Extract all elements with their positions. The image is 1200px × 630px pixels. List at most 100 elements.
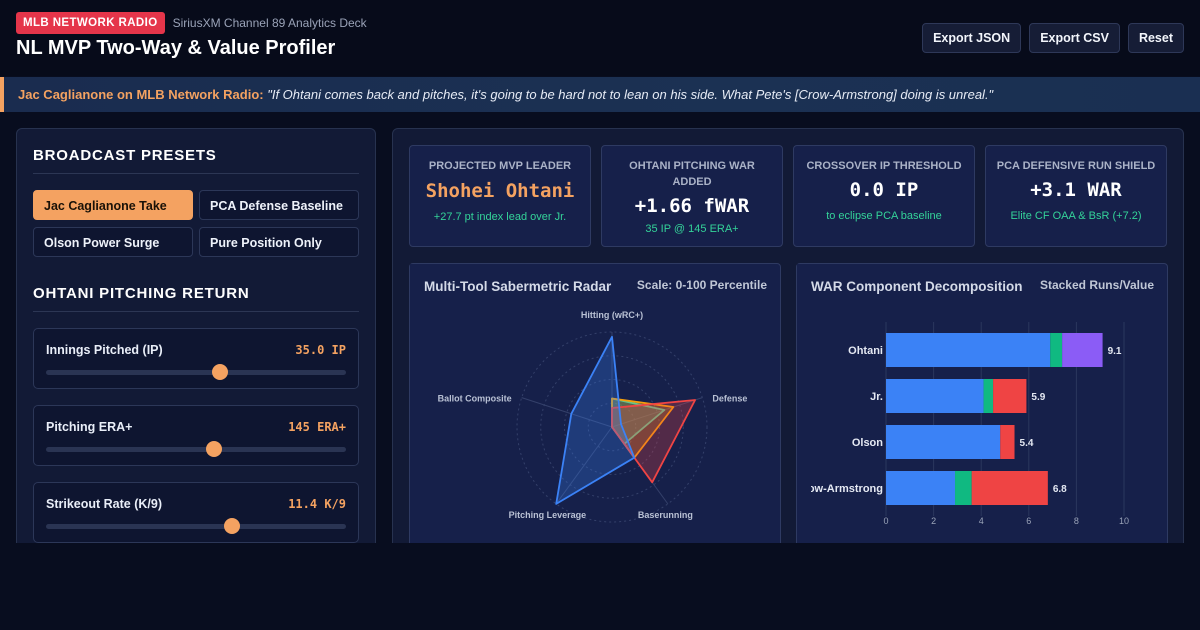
preset-pca-defense-baseline[interactable]: PCA Defense Baseline [199,190,359,220]
bar-segment [983,379,994,413]
bar-category-label: Crow-Armstrong [797,483,883,495]
bar-total-label: 5.9 [1031,392,1045,403]
era-plus-control: Pitching ERA+ 145 ERA+ [33,405,359,466]
page-background [0,543,1200,630]
kpi-label: PROJECTED MVP LEADER [428,160,572,172]
bar-chart-title: WAR Component Decomposition [811,279,1023,294]
war-bar-chart-card: 0 2 4 6 8 10 Ohtani 9.1 Jr. 5.9 Olson 5.4 Crow-Armst… [796,263,1168,554]
bar-category-label: Olson [852,437,883,449]
radar-axis-label: Hitting (wRC+) [581,310,643,320]
bar-left-mask [797,264,811,554]
preset-pure-position-only[interactable]: Pure Position Only [199,227,359,257]
slider-value: 35.0 IP [295,343,346,357]
innings-pitched-slider[interactable] [46,364,346,380]
era-plus-slider[interactable] [46,441,346,457]
kpi-sub: +27.7 pt index lead over Jr. [433,211,567,223]
radar-axis-label: Defense [712,394,747,404]
bar-x-tick-label: 2 [931,516,936,526]
bar-segment [955,471,972,505]
bar-total-label: 9.1 [1108,346,1122,357]
controls-panel: BROADCAST PRESETS Jac Caglianone Take PC… [16,128,376,558]
deck-subtitle: SiriusXM Channel 89 Analytics Deck [172,16,367,30]
radar-axis-label: Ballot Composite [438,394,512,404]
bar-segment [1062,333,1103,367]
bar-x-tick-label: 6 [1026,516,1031,526]
reset-button[interactable]: Reset [1127,23,1184,53]
radar-chart: Hitting (wRC+) Defense Baserunning Pitching… [410,264,747,554]
radar-spoke [521,397,613,428]
pitching-heading: OHTANI PITCHING RETURN [33,285,359,312]
radar-series-area [555,335,636,505]
bar-x-tick-label: 4 [979,516,984,526]
radar-series-area [611,399,697,484]
brand-row: MLB NETWORK RADIO SiriusXM Channel 89 An… [16,12,367,34]
bar-segment [1000,425,1015,459]
network-badge: MLB NETWORK RADIO [16,12,165,34]
export-json-button[interactable]: Export JSON [922,23,1022,53]
strikeout-rate-slider[interactable] [46,518,346,534]
presets-heading: BROADCAST PRESETS [33,147,359,174]
slider-thumb[interactable] [206,441,222,457]
radar-left-mask [410,264,424,554]
kpi-value: Shohei Ohtani [425,180,575,202]
kpi-sub: 35 IP @ 145 ERA+ [645,223,739,235]
kpi-value: +3.1 WAR [1030,179,1122,201]
bar-segment [886,333,1051,367]
kpi-sub: Elite CF OAA & BsR (+7.2) [1010,210,1142,222]
kpi-pca-defense: PCA DEFENSIVE RUN SHIELD +3.1 WAR Elite … [985,145,1167,247]
war-bar-chart: 0 2 4 6 8 10 Ohtani 9.1 Jr. 5.9 Olson 5.4 Crow-Armst… [797,264,1129,554]
page-title: NL MVP Two-Way & Value Profiler [16,37,336,59]
bar-segment [993,379,1027,413]
slider-label: Strikeout Rate (K/9) [46,497,162,511]
bar-category-label: Jr. [870,391,883,403]
slider-thumb[interactable] [224,518,240,534]
bar-total-label: 5.4 [1020,438,1034,449]
kpi-pitching-war: OHTANI PITCHING WAR ADDED +1.66 fWAR 35 … [601,145,783,247]
kpi-label: OHTANI PITCHING WAR ADDED [629,160,755,188]
bar-x-tick-label: 8 [1074,516,1079,526]
radar-spoke [611,397,703,428]
bar-chart-scale: Stacked Runs/Value [1039,278,1154,292]
slider-value: 145 ERA+ [288,420,346,434]
top-bar: MLB NETWORK RADIO SiriusXM Channel 89 An… [0,0,1200,76]
bar-category-label: Ohtani [848,345,883,357]
export-csv-button[interactable]: Export CSV [1029,23,1120,53]
kpi-row: PROJECTED MVP LEADER Shohei Ohtani +27.7… [409,145,1167,247]
radar-spoke [555,426,613,505]
quote-banner: Jac Caglianone on MLB Network Radio: "If… [0,77,1200,112]
radar-chart-card: Hitting (wRC+) Defense Baserunning Pitching… [409,263,781,554]
radar-scale: Scale: 0-100 Percentile [636,278,767,292]
header-actions: Export JSON Export CSV Reset [922,23,1184,53]
analytics-panel: PROJECTED MVP LEADER Shohei Ohtani +27.7… [392,128,1184,558]
bar-x-tick-label: 0 [883,516,888,526]
innings-pitched-control: Innings Pitched (IP) 35.0 IP [33,328,359,389]
kpi-mvp-leader: PROJECTED MVP LEADER Shohei Ohtani +27.7… [409,145,591,247]
bar-total-label: 6.8 [1053,484,1067,495]
slider-thumb[interactable] [212,364,228,380]
slider-label: Pitching ERA+ [46,420,133,434]
bar-segment [886,471,956,505]
quote-speaker: Jac Caglianone on MLB Network Radio: [18,87,264,102]
preset-olson-power-surge[interactable]: Olson Power Surge [33,227,193,257]
kpi-label: CROSSOVER IP THRESHOLD [806,160,962,172]
bar-segment [886,425,1001,459]
slider-value: 11.4 K/9 [288,497,346,511]
preset-jac-caglianone-take[interactable]: Jac Caglianone Take [33,190,193,220]
kpi-value: +1.66 fWAR [634,195,750,217]
kpi-sub: to eclipse PCA baseline [826,210,942,222]
radar-axis-label: Baserunning [638,510,693,520]
radar-title: Multi-Tool Sabermetric Radar [424,279,612,294]
radar-axis-label: Pitching Leverage [509,510,587,520]
kpi-label: PCA DEFENSIVE RUN SHIELD [996,160,1156,172]
bar-segment [971,471,1048,505]
kpi-crossover-ip: CROSSOVER IP THRESHOLD 0.0 IP to eclipse… [793,145,975,247]
strikeout-rate-control: Strikeout Rate (K/9) 11.4 K/9 [33,482,359,543]
bar-segment [1050,333,1063,367]
preset-grid: Jac Caglianone Take PCA Defense Baseline… [33,190,359,257]
radar-grid-ring [564,379,660,475]
bar-x-tick-label: 10 [1119,516,1129,526]
quote-text: "If Ohtani comes back and pitches, it's … [267,87,994,102]
slider-label: Innings Pitched (IP) [46,343,163,357]
kpi-value: 0.0 IP [849,179,919,201]
bar-segment [886,379,984,413]
